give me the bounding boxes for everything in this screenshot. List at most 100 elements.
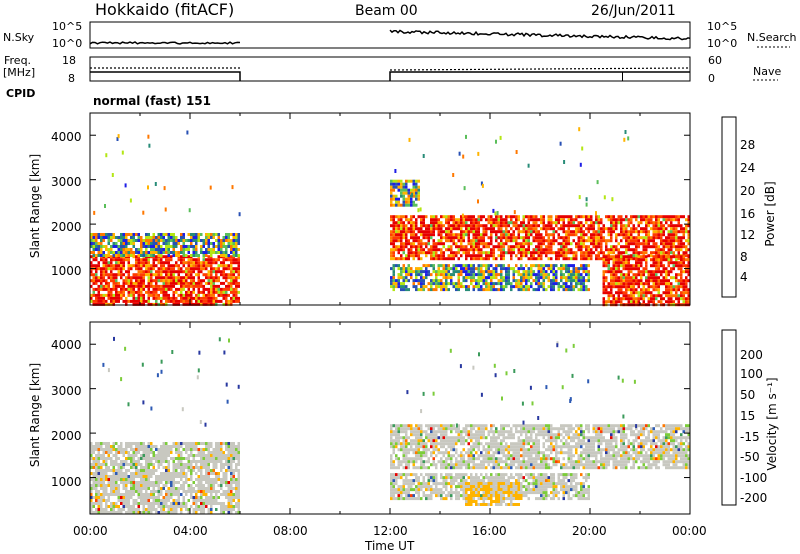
power-panel-cell — [440, 224, 443, 228]
power-panel-cell — [497, 273, 500, 277]
power-panel-cell — [167, 287, 170, 291]
velocity-panel-cell — [200, 511, 203, 514]
nave-tick-top: 60 — [708, 54, 722, 67]
velocity-panel-cell — [150, 511, 153, 514]
power-panel-cell — [457, 270, 460, 274]
power-panel-cell — [147, 251, 150, 254]
power-panel-cell — [415, 224, 418, 228]
power-panel-cell — [430, 224, 433, 228]
velocity-panel-cell — [140, 499, 143, 502]
power-panel-cell — [587, 239, 590, 243]
velocity-panel-cell — [187, 469, 190, 472]
power-panel-cell — [95, 239, 98, 242]
power-panel-cell — [510, 282, 513, 286]
velocity-panel-cell — [167, 469, 170, 472]
power-panel-cell — [222, 251, 225, 254]
power-panel-cell — [535, 236, 538, 240]
power-panel-cell — [542, 276, 545, 280]
power-ytick-2000: 2000 — [51, 220, 82, 234]
power-panel-cell — [112, 233, 115, 236]
power-panel-cell — [530, 224, 533, 228]
velocity-panel-cell — [145, 460, 148, 463]
velocity-panel-cell — [137, 505, 140, 508]
power-panel-cell — [195, 245, 198, 248]
power-panel-cell — [122, 233, 125, 236]
power-panel-cell — [410, 197, 413, 201]
power-panel-cell — [162, 270, 165, 274]
power-panel-cell — [560, 248, 563, 252]
velocity-panel-cell — [192, 454, 195, 457]
power-panel-cell — [147, 284, 150, 288]
velocity-panel-cell — [180, 511, 183, 514]
velocity-panel-cell — [130, 457, 133, 460]
power-panel-cell — [392, 218, 395, 222]
power-panel-cell — [645, 255, 648, 259]
power-panel-cell — [435, 215, 438, 219]
velocity-panel-cell — [182, 469, 185, 472]
power-panel-cell — [572, 279, 575, 283]
power-panel-cell — [545, 233, 548, 237]
power-panel-cell — [92, 233, 95, 236]
power-panel-cell — [632, 291, 635, 295]
power-panel-cell — [220, 273, 223, 277]
power-panel-cell — [122, 245, 125, 248]
velocity-panel-cell — [200, 475, 203, 478]
velocity-panel-cell — [225, 469, 228, 472]
velocity-panel-cell — [210, 460, 213, 463]
power-panel-scatter-point — [461, 213, 464, 218]
velocity-panel-cell — [180, 484, 183, 487]
power-panel-cell — [575, 230, 578, 234]
power-panel-cell — [227, 233, 230, 236]
power-panel-cell — [197, 299, 200, 303]
power-panel-cell — [155, 281, 158, 285]
power-panel-cell — [670, 215, 673, 219]
power-panel-cell — [502, 242, 505, 246]
power-cb-24: 24 — [740, 161, 756, 175]
velocity-panel-cell — [142, 448, 145, 451]
power-panel-cell — [447, 288, 450, 292]
power-panel-cell — [432, 242, 435, 246]
power-panel-cell — [200, 233, 203, 236]
velocity-panel-cell — [172, 487, 175, 490]
power-panel-cell — [472, 221, 475, 225]
velocity-panel-cell — [137, 472, 140, 475]
power-panel-cell — [650, 254, 653, 258]
velocity-panel-cell — [222, 490, 225, 493]
power-panel-cell — [107, 261, 110, 265]
power-panel-cell — [195, 299, 198, 303]
power-panel-cell — [175, 264, 178, 268]
power-panel-cell — [507, 221, 510, 225]
power-panel-cell — [165, 258, 168, 262]
power-panel-cell — [512, 276, 515, 280]
power-panel-cell — [532, 239, 535, 243]
power-panel-cell — [547, 236, 550, 240]
power-panel-cell — [415, 279, 418, 283]
velocity-panel-cell — [210, 496, 213, 499]
power-panel-cell — [197, 302, 200, 306]
power-panel-cell — [600, 233, 603, 237]
power-panel-cell — [517, 248, 520, 252]
power-panel-cell — [635, 291, 638, 295]
power-panel-cell — [557, 236, 560, 240]
power-panel-cell — [617, 297, 620, 301]
power-panel-cell — [555, 221, 558, 225]
power-panel-cell — [527, 215, 530, 219]
power-panel-cell — [165, 287, 168, 291]
power-panel-cell — [665, 285, 668, 289]
velocity-panel-cell — [160, 454, 163, 457]
power-panel-cell — [637, 297, 640, 301]
velocity-panel-cell — [115, 490, 118, 493]
power-panel-cell — [675, 276, 678, 280]
power-panel-cell — [665, 251, 668, 255]
power-panel-cell — [512, 285, 515, 289]
power-panel-cell — [622, 258, 625, 262]
velocity-panel-cell — [210, 457, 213, 460]
power-panel-cell — [420, 215, 423, 219]
velocity-panel-cell — [120, 508, 123, 511]
velocity-panel-cell — [132, 490, 135, 493]
power-panel-cell — [452, 242, 455, 246]
power-panel-cell — [90, 255, 93, 259]
velocity-panel-cell — [182, 472, 185, 475]
power-panel-cell — [570, 248, 573, 252]
power-panel-cell — [607, 297, 610, 301]
